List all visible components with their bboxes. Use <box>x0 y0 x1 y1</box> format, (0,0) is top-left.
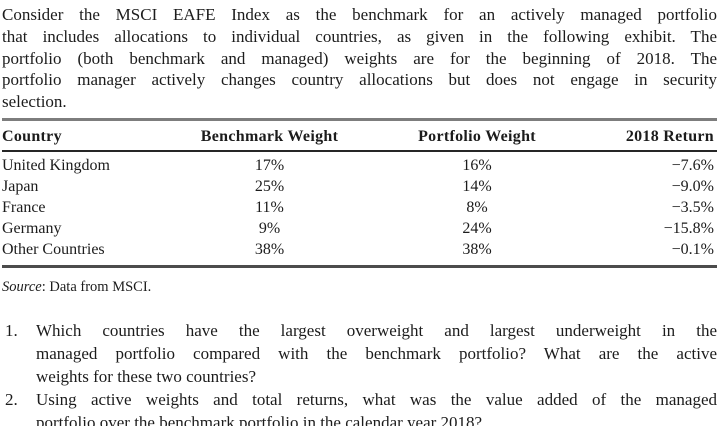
text-line: selection. <box>2 92 67 112</box>
text-line: Using active weights and total returns, … <box>36 389 717 409</box>
table-cell-country: Other Countries <box>2 241 105 259</box>
table-cell-portfolio_weight: 8% <box>466 199 488 217</box>
country-allocation-table: Country Benchmark Weight Portfolio Weigh… <box>2 120 717 265</box>
table-cell-portfolio_weight: 14% <box>462 178 492 196</box>
text-line: weights for these two countries? <box>36 366 256 386</box>
table-cell-return_2018: −0.1% <box>671 241 714 259</box>
table-cell-return_2018: −7.6% <box>671 157 714 175</box>
table-cell-benchmark_weight: 38% <box>254 241 285 259</box>
text-line: Which countries have the largest overwei… <box>36 320 717 340</box>
table-body: United Kingdom 17% 16% −7.6% Japan 25% 14% −9.0… <box>2 151 717 265</box>
column-header-2018-return: 2018 Return <box>577 120 717 152</box>
table-cell-portfolio_weight: 24% <box>462 220 492 238</box>
text-line: portfolio manager actively changes count… <box>2 70 717 90</box>
text-line: portfolio (both benchmark and managed) w… <box>2 48 717 68</box>
table-row: France 11% 8% −3.5% <box>2 198 717 219</box>
column-header-benchmark-weight: Benchmark Weight <box>162 120 377 152</box>
table-cell-return_2018: −15.8% <box>663 220 714 238</box>
source-label: Source <box>2 278 42 295</box>
column-header-portfolio-weight: Portfolio Weight <box>377 120 577 152</box>
text-line: Consider the MSCI EAFE Index as the benc… <box>2 5 717 24</box>
question-2-text: Using active weights and total returns, … <box>36 388 717 426</box>
intro-paragraph: Consider the MSCI EAFE Index as the benc… <box>2 4 717 113</box>
table-cell-benchmark_weight: 17% <box>254 157 285 175</box>
table-cell-portfolio_weight: 16% <box>462 157 492 175</box>
question-2-number: 2. <box>5 389 18 409</box>
question-2: 2. Using active weights and total return… <box>2 388 717 426</box>
table-row: Germany 9% 24% −15.8% <box>2 219 717 240</box>
table-cell-country: Germany <box>2 220 62 238</box>
text-line: managed portfolio compared with the benc… <box>36 343 717 363</box>
table-cell-return_2018: −9.0% <box>671 178 714 196</box>
question-1-number: 1. <box>5 320 18 340</box>
questions-list: 1. Which countries have the largest over… <box>2 319 717 426</box>
table-cell-benchmark_weight: 9% <box>258 220 281 238</box>
table-header-row: Country Benchmark Weight Portfolio Weigh… <box>2 120 717 152</box>
source-note: Source: Data from MSCI. <box>2 278 717 296</box>
table-cell-benchmark_weight: 11% <box>255 199 284 217</box>
text-line: that includes allocations to individual … <box>2 26 717 46</box>
text-line: portfolio over the benchmark portfolio i… <box>36 412 483 426</box>
source-text: : Data from MSCI. <box>41 278 152 295</box>
question-1: 1. Which countries have the largest over… <box>2 319 717 388</box>
table-cell-country: Japan <box>2 178 39 196</box>
table-cell-country: France <box>2 199 46 217</box>
table-row: United Kingdom 17% 16% −7.6% <box>2 151 717 177</box>
table-header: Country Benchmark Weight Portfolio Weigh… <box>2 120 717 152</box>
table-cell-portfolio_weight: 38% <box>462 241 492 259</box>
table-cell-return_2018: −3.5% <box>671 199 714 217</box>
table-row: Other Countries 38% 38% −0.1% <box>2 240 717 265</box>
table-cell-benchmark_weight: 25% <box>254 178 285 196</box>
question-1-text: Which countries have the largest overwei… <box>36 319 717 388</box>
table-row: Japan 25% 14% −9.0% <box>2 177 717 198</box>
country-allocation-exhibit: Country Benchmark Weight Portfolio Weigh… <box>2 117 717 268</box>
table-cell-country: United Kingdom <box>2 157 110 175</box>
column-header-country: Country <box>2 120 162 152</box>
